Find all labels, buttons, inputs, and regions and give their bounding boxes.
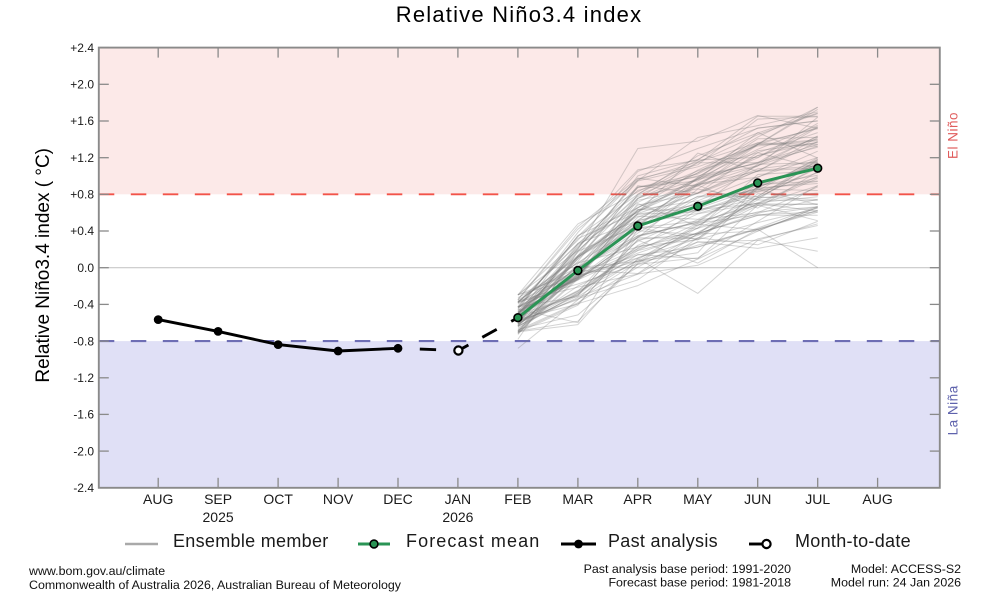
svg-text:-0.4: -0.4 [73, 298, 94, 312]
svg-text:2026: 2026 [442, 509, 473, 525]
svg-text:Month-to-date: Month-to-date [795, 531, 911, 551]
svg-text:La Niña: La Niña [946, 385, 961, 435]
svg-text:-1.2: -1.2 [73, 371, 94, 385]
svg-text:Relative Niño3.4 index: Relative Niño3.4 index [396, 2, 643, 27]
svg-text:+1.2: +1.2 [70, 151, 94, 165]
svg-text:+2.4: +2.4 [70, 41, 94, 55]
svg-text:-2.4: -2.4 [73, 481, 94, 495]
svg-text:SEP: SEP [204, 491, 232, 507]
svg-text:Model: ACCESS-S2: Model: ACCESS-S2 [851, 562, 961, 576]
svg-text:El Niño: El Niño [946, 112, 961, 159]
svg-text:AUG: AUG [143, 491, 173, 507]
svg-text:FEB: FEB [504, 491, 531, 507]
svg-text:0.0: 0.0 [77, 261, 94, 275]
svg-text:Forecast mean: Forecast mean [406, 531, 540, 551]
svg-text:Past analysis: Past analysis [608, 531, 718, 551]
svg-text:Ensemble member: Ensemble member [173, 531, 329, 551]
svg-text:DEC: DEC [383, 491, 413, 507]
svg-text:JAN: JAN [445, 491, 471, 507]
svg-text:Past analysis base period: 199: Past analysis base period: 1991-2020 [584, 562, 791, 576]
svg-text:www.bom.gov.au/climate: www.bom.gov.au/climate [28, 564, 165, 578]
svg-text:+0.8: +0.8 [70, 188, 94, 202]
svg-text:Commonwealth of Australia 2026: Commonwealth of Australia 2026, Australi… [29, 578, 402, 592]
svg-text:Model run: 24 Jan 2026: Model run: 24 Jan 2026 [831, 576, 961, 590]
svg-text:MAR: MAR [562, 491, 593, 507]
svg-text:-2.0: -2.0 [73, 444, 94, 458]
svg-text:APR: APR [623, 491, 652, 507]
svg-text:NOV: NOV [323, 491, 354, 507]
svg-text:JUN: JUN [744, 491, 771, 507]
svg-text:JUL: JUL [805, 491, 830, 507]
svg-text:Forecast base period: 1981-201: Forecast base period: 1981-2018 [608, 576, 791, 590]
svg-text:+0.4: +0.4 [70, 224, 94, 238]
svg-text:AUG: AUG [862, 491, 892, 507]
svg-text:OCT: OCT [263, 491, 293, 507]
svg-text:+2.0: +2.0 [70, 78, 94, 92]
svg-text:2025: 2025 [203, 509, 234, 525]
svg-text:-0.8: -0.8 [73, 334, 94, 348]
svg-text:-1.6: -1.6 [73, 408, 94, 422]
svg-text:MAY: MAY [683, 491, 713, 507]
svg-text:+1.6: +1.6 [70, 114, 94, 128]
svg-text:Relative Niño3.4 index ( °C): Relative Niño3.4 index ( °C) [33, 148, 54, 383]
